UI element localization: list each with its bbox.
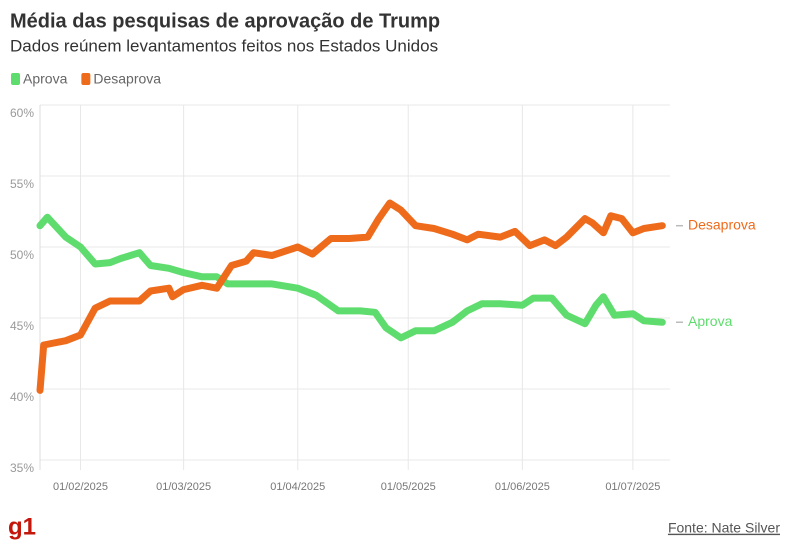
y-tick-label: 60% — [10, 106, 34, 120]
logo: g1 — [8, 513, 36, 540]
chart-subtitle: Dados reúnem levantamentos feitos nos Es… — [10, 36, 438, 55]
y-tick-label: 50% — [10, 248, 34, 262]
series-line — [36, 213, 666, 342]
y-tick-label: 40% — [10, 390, 34, 404]
source: Fonte: Nate Silver — [668, 520, 780, 536]
legend-swatch — [11, 73, 20, 85]
chart-title: Média das pesquisas de aprovação de Trum… — [10, 10, 440, 32]
y-tick-label: 35% — [10, 461, 34, 475]
series-line — [36, 199, 666, 394]
x-tick-label: 01/04/2025 — [270, 481, 325, 493]
x-tick-label: 01/07/2025 — [605, 481, 660, 493]
x-tick-label: 01/05/2025 — [381, 481, 436, 493]
end-label: Desaprova — [688, 216, 756, 232]
y-tick-label: 45% — [10, 319, 34, 333]
x-tick-label: 01/06/2025 — [495, 481, 550, 493]
legend-swatch — [81, 73, 91, 85]
legend-label: Aprova — [23, 71, 68, 87]
x-tick-label: 01/02/2025 — [53, 481, 108, 493]
x-tick-label: 01/03/2025 — [156, 481, 211, 493]
y-tick-label: 55% — [10, 177, 34, 191]
end-label: Aprova — [688, 313, 733, 329]
legend-label: Desaprova — [93, 71, 161, 87]
